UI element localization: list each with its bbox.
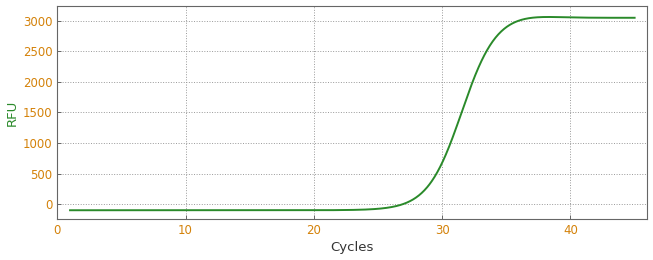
- X-axis label: Cycles: Cycles: [330, 242, 374, 255]
- Y-axis label: RFU: RFU: [6, 99, 18, 126]
